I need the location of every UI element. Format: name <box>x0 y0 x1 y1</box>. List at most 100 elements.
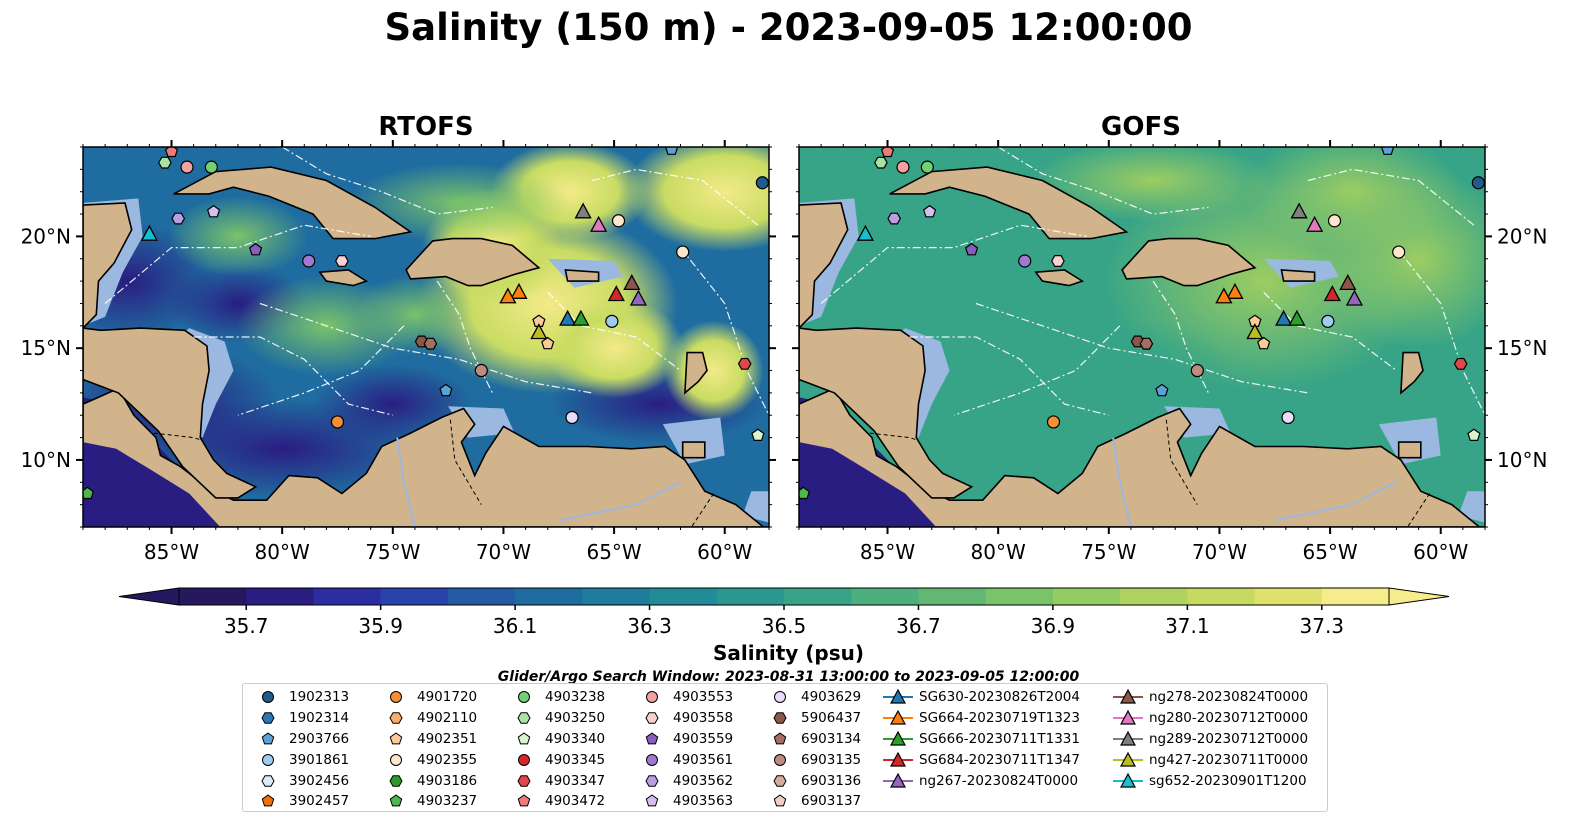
legend-marker-icon <box>765 793 795 809</box>
land-yucatan <box>83 202 133 330</box>
border-line <box>869 432 917 441</box>
legend-entry: 3902456 <box>253 770 349 791</box>
legend-label: 3902456 <box>289 772 350 789</box>
argo-float-marker <box>755 176 769 190</box>
legend-label: 5906437 <box>801 710 862 727</box>
eez-boundary <box>237 325 405 416</box>
eez-boundary <box>1396 247 1485 416</box>
legend-entry: 4901720 <box>381 687 477 708</box>
glider-marker <box>510 282 528 299</box>
legend-entry: ng278-20230824T0000 <box>1113 687 1308 708</box>
legend-label: 4903558 <box>673 710 734 727</box>
legend-marker-icon <box>637 752 667 768</box>
legend-column: 4903629 5906437 6903134 6903135 6903136 69031… <box>765 687 861 812</box>
glider-marker <box>1339 273 1357 291</box>
colorbar-segment <box>716 588 785 605</box>
land-florida <box>948 147 993 148</box>
eez-boundary <box>680 247 769 416</box>
river <box>1274 481 1397 522</box>
legend-label: 1902313 <box>289 689 350 706</box>
legend-entry: 4903553 <box>637 687 733 708</box>
legend-entry: 3901861 <box>253 749 349 770</box>
argo-float-marker <box>896 160 910 174</box>
legend-column: 1902313 1902314 2903766 3901861 3902456 39024… <box>253 687 349 812</box>
argo-float-marker <box>1467 428 1481 441</box>
glider-marker <box>1306 215 1324 232</box>
argo-float-marker <box>1453 357 1468 370</box>
argo-float-marker <box>1257 336 1271 350</box>
eez-boundary <box>104 224 371 304</box>
argo-float-marker <box>887 212 902 225</box>
legend-marker-icon <box>1113 689 1143 705</box>
legend-marker-icon <box>883 730 913 747</box>
lat-tick-label: 10°N <box>21 448 71 472</box>
legend-label: 4903561 <box>673 751 734 768</box>
legend-label: sg652-20230901T1200 <box>1149 772 1307 789</box>
eez-boundary <box>591 168 759 226</box>
legend-entry: ng289-20230712T0000 <box>1113 729 1308 750</box>
shelf-area <box>662 417 725 465</box>
legend-label: 1902314 <box>289 710 350 727</box>
legend-column: ng278-20230824T0000 ng280-20230712T0000 ng… <box>1113 687 1308 791</box>
legend-entry: 4903340 <box>509 729 605 750</box>
glider-marker <box>856 224 874 241</box>
legend-entry: 4902351 <box>381 729 477 750</box>
glider-marker <box>1288 309 1306 326</box>
legend-marker-icon <box>637 710 667 726</box>
argo-float-marker <box>1392 245 1406 259</box>
glider-marker <box>629 289 648 306</box>
colorbar-segment <box>313 588 382 605</box>
glider-marker <box>1275 309 1293 326</box>
legend-label: ng278-20230824T0000 <box>1149 689 1309 706</box>
legend-marker-icon <box>1113 709 1143 726</box>
legend-marker-icon <box>253 793 283 809</box>
land-jamaica <box>318 269 369 287</box>
colorbar-segment <box>784 588 852 605</box>
legend-marker-icon <box>381 689 411 705</box>
land-lesserantilles <box>684 351 708 395</box>
colorbar-segment <box>851 588 919 605</box>
pacific-area-south <box>83 442 221 527</box>
eez-boundary <box>975 302 1309 394</box>
colorbar-segment <box>1120 588 1188 605</box>
gofs-panel-title: GOFS <box>1101 112 1181 142</box>
glider-marker <box>499 287 517 304</box>
colorbar-segment <box>1052 588 1121 605</box>
legend-marker-icon <box>637 731 667 747</box>
colorbar-segment <box>447 588 516 605</box>
colorbar-extend-low <box>118 587 180 606</box>
argo-float-marker <box>874 156 888 169</box>
lat-tick-label: 20°N <box>1497 224 1547 248</box>
legend-label: 4903553 <box>673 689 734 706</box>
lon-tick-label: 60°W <box>1413 540 1468 564</box>
argo-float-marker <box>423 337 438 350</box>
glider-marker <box>530 323 548 340</box>
rtofs-panel-title: RTOFS <box>378 112 474 142</box>
eez-boundary <box>1307 168 1475 226</box>
land-florida <box>232 147 277 148</box>
eez-boundary <box>953 325 1121 416</box>
argo-float-marker <box>1018 254 1032 268</box>
colorbar-tick-label: 36.1 <box>493 614 538 638</box>
land-jamaica <box>1034 269 1085 287</box>
land-southam <box>799 387 1485 527</box>
legend-marker-icon <box>509 773 539 789</box>
legend-column: SG630-20230826T2004 SG664-20230719T1323 SG… <box>883 687 1080 791</box>
legend-entry: ng427-20230711T0000 <box>1113 749 1308 770</box>
glider-marker <box>1215 287 1233 304</box>
legend-label: 6903134 <box>801 730 862 747</box>
legend-entry: 4903562 <box>637 770 733 791</box>
land-southam <box>83 387 769 527</box>
legend-marker-icon <box>883 751 913 768</box>
legend-label: 4903186 <box>417 772 478 789</box>
glider-marker <box>607 285 625 302</box>
glider-marker <box>140 224 158 241</box>
colorbar-tick-label: 36.7 <box>896 614 941 638</box>
river <box>558 481 681 522</box>
argo-float-marker <box>922 204 937 218</box>
legend-label: 6903137 <box>801 793 862 810</box>
legend-label: 4903562 <box>673 772 734 789</box>
legend-entry: ng280-20230712T0000 <box>1113 708 1308 729</box>
lon-tick-label: 85°W <box>860 540 915 564</box>
legend-entry: ng267-20230824T0000 <box>883 770 1080 791</box>
